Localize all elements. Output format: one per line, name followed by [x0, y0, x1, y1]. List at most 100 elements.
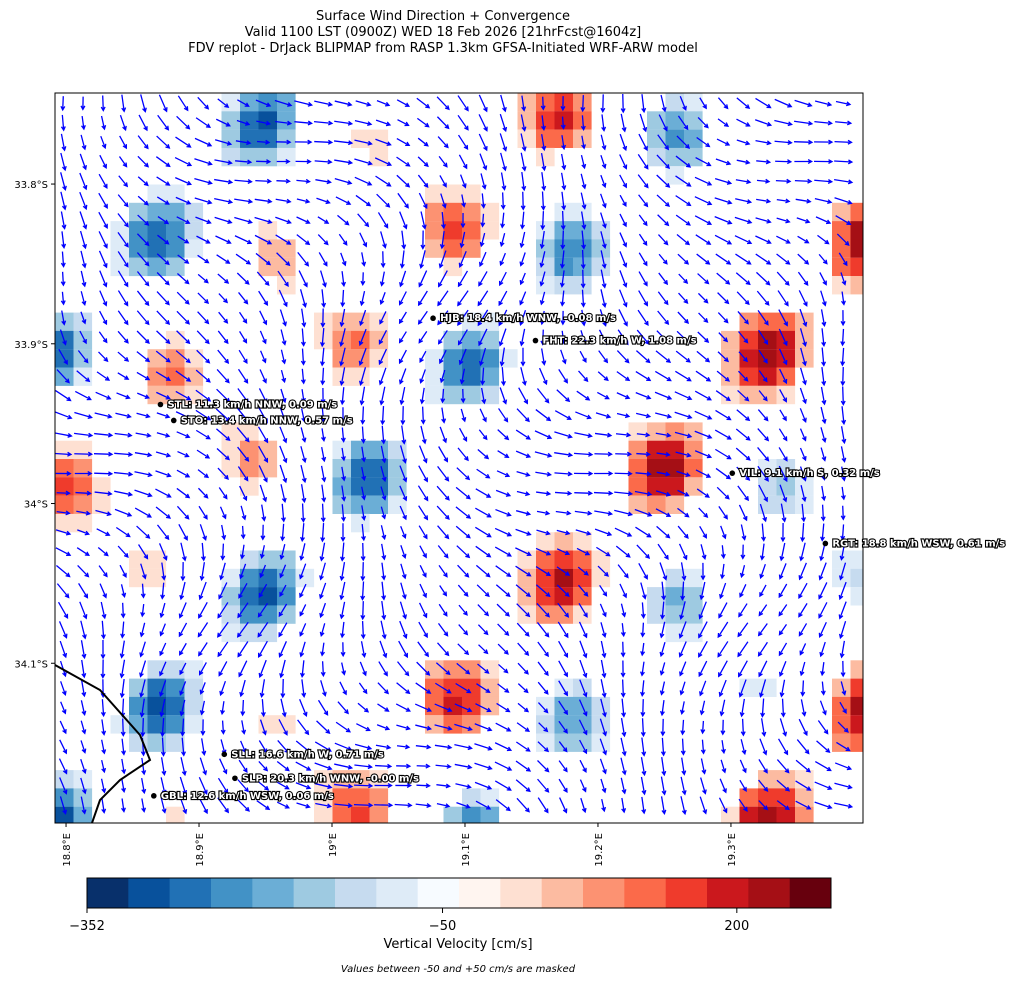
shade-cell: [425, 202, 444, 222]
wind-arrow: [258, 290, 269, 307]
wind-arrow: [61, 310, 67, 326]
wind-arrow: [698, 507, 709, 519]
wind-arrow: [498, 328, 507, 347]
wind-arrow: [536, 602, 550, 618]
wind-arrow: [240, 544, 245, 560]
wind-arrow: [698, 621, 708, 639]
wind-arrow: [417, 485, 429, 502]
wind-arrow: [379, 640, 388, 659]
wind-arrow: [117, 310, 129, 326]
wind-arrow: [516, 722, 531, 733]
shade-cell: [647, 605, 666, 624]
wind-arrow: [537, 797, 549, 814]
wind-arrow: [455, 783, 472, 789]
wind-arrow: [540, 191, 546, 211]
station-dot: [430, 315, 436, 322]
shade-cell: [628, 440, 648, 460]
shade-cell: [554, 129, 574, 148]
y-tick-label: 33.8°S: [14, 180, 48, 191]
wind-arrow: [635, 350, 651, 364]
wind-arrow: [736, 118, 751, 127]
wind-arrow: [696, 136, 711, 148]
wind-arrow: [418, 621, 428, 639]
wind-arrow: [840, 681, 847, 696]
wind-arrow: [578, 603, 588, 618]
wind-arrow: [176, 505, 190, 520]
wind-arrow: [640, 680, 646, 698]
wind-arrow: [416, 117, 430, 128]
wind-arrow: [538, 367, 548, 386]
shade-cell: [462, 349, 481, 368]
wind-arrow: [178, 523, 188, 541]
shade-cell: [554, 202, 574, 222]
wind-arrow: [840, 386, 846, 406]
wind-arrow: [59, 777, 68, 795]
wind-arrow: [415, 803, 432, 808]
shade-cell: [73, 495, 93, 514]
wind-arrow: [674, 391, 693, 401]
wind-arrow: [296, 216, 311, 224]
wind-arrow: [217, 349, 230, 364]
wind-arrow: [339, 347, 346, 367]
wind-arrow: [676, 234, 691, 246]
wind-arrow: [536, 388, 550, 404]
wind-arrow: [758, 370, 768, 383]
wind-arrow: [296, 198, 311, 204]
shade-cell: [536, 696, 555, 716]
wind-arrow: [156, 412, 171, 419]
x-tick-label: 19.2°E: [594, 833, 605, 867]
wind-arrow: [360, 272, 366, 287]
wind-arrow: [400, 545, 407, 560]
wind-arrow: [236, 119, 251, 126]
wind-arrow: [197, 487, 209, 499]
wind-arrow: [437, 465, 450, 482]
wind-arrow: [718, 332, 729, 343]
wind-arrow: [457, 270, 469, 288]
wind-arrow: [259, 679, 266, 699]
shade-cell: [147, 385, 167, 405]
wind-arrow: [475, 800, 492, 810]
wind-arrow: [515, 429, 531, 440]
wind-arrow: [720, 545, 726, 560]
station-dot: [170, 417, 177, 424]
wind-arrow: [375, 175, 392, 187]
wind-arrow: [476, 683, 491, 694]
wind-arrow: [55, 547, 72, 556]
wind-arrow: [800, 347, 807, 367]
colorbar-swatch: [293, 878, 336, 908]
shade-cell: [351, 367, 370, 386]
wind-arrow: [299, 604, 307, 617]
wind-arrow: [674, 411, 693, 420]
wind-arrow: [399, 270, 407, 288]
wind-arrow: [778, 563, 787, 580]
wind-arrow: [775, 159, 793, 165]
wind-arrow: [438, 250, 447, 269]
station-label: VIL: 9.1 km/h S, 0.32 m/s: [739, 468, 880, 479]
wind-arrow: [840, 310, 846, 327]
shade-cell: [166, 202, 185, 222]
wind-arrow: [78, 583, 89, 599]
wind-arrow: [320, 642, 326, 657]
wind-arrow: [495, 489, 512, 497]
shade-cell: [536, 550, 555, 569]
wind-arrow: [134, 489, 153, 498]
shade-cell: [425, 660, 444, 679]
wind-arrow: [216, 388, 231, 403]
wind-arrow: [257, 426, 269, 444]
wind-arrow: [597, 565, 609, 577]
wind-arrow: [455, 525, 471, 539]
wind-arrow: [660, 737, 666, 757]
wind-arrow: [580, 269, 586, 289]
wind-arrow: [113, 471, 134, 477]
wind-arrow: [581, 230, 587, 250]
shade-cell: [443, 715, 463, 734]
wind-arrow: [697, 117, 709, 129]
wind-arrow: [378, 367, 387, 386]
wind-arrow: [215, 235, 232, 244]
wind-arrow: [274, 99, 293, 107]
wind-arrow: [479, 347, 487, 367]
wind-arrow: [814, 801, 833, 810]
wind-arrow: [700, 739, 706, 755]
wind-arrow: [179, 699, 186, 717]
